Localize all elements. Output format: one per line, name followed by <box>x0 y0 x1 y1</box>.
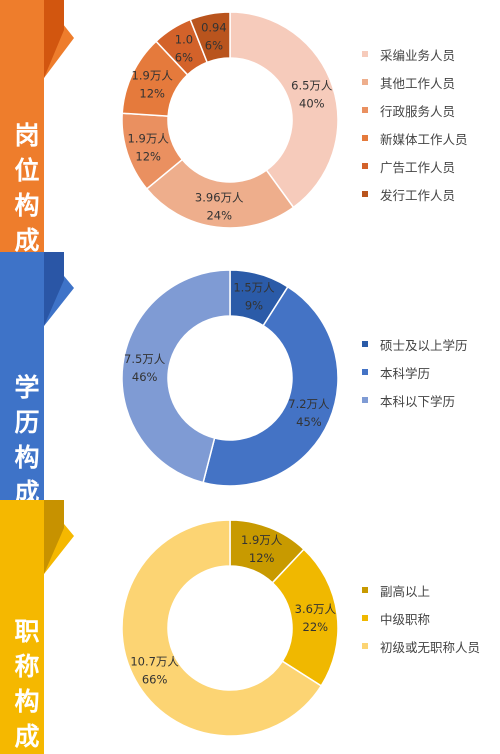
donut-chart-rank: 1.9万人 12% 3.6万人 22% 10.7万人 66% <box>121 519 339 737</box>
legend-label: 采编业务人员 <box>380 47 456 63</box>
legend-label: 副高以上 <box>380 583 431 599</box>
donut-slice <box>229 11 339 209</box>
slice-value-label: 6.5万人 <box>291 78 333 92</box>
slice-value-label: 3.96万人 <box>195 190 244 204</box>
title-char: 学 <box>14 373 40 402</box>
slice-percent-label: 45% <box>296 415 322 429</box>
legend-rank: 副高以上中级职称初级或无职称人员 <box>362 576 480 660</box>
slice-value-label: 1.9万人 <box>128 132 170 146</box>
legend-label: 行政服务人员 <box>380 103 456 119</box>
title-char: 职 <box>14 617 40 646</box>
donut-slice <box>121 269 231 484</box>
legend-item: 中级职称 <box>362 604 480 632</box>
legend-swatch <box>362 397 368 403</box>
section-title-rank: 职 称 构 成 1.9万人 12% 3.6万人 22% 10.7万人 66% 副高以上中级… <box>0 500 500 754</box>
legend-label: 广告工作人员 <box>380 159 456 175</box>
slice-value-label: 0.94 <box>201 21 227 35</box>
title-char: 成 <box>14 722 40 751</box>
legend-position: 采编业务人员 其他工作人员 行政服务人员 新媒体工作人员 广告工作人员 发行工作人员 <box>362 40 468 208</box>
section-band-education <box>0 252 74 500</box>
legend-label: 本科以下学历 <box>380 393 456 409</box>
slice-percent-label: 24% <box>206 208 232 222</box>
legend-label: 本科学历 <box>380 365 431 381</box>
donut-slice <box>189 11 231 64</box>
legend-swatch <box>362 369 368 375</box>
legend-swatch <box>362 587 368 593</box>
title-char: 构 <box>14 687 40 716</box>
legend-swatch <box>362 191 368 197</box>
title-char: 构 <box>14 191 40 220</box>
slice-value-label: 1.5万人 <box>233 280 275 294</box>
donut-chart-position: 6.5万人 40% 3.96万人 24% 1.9万人 12% 1.9万人 12% 1.0 6% 0.… <box>121 11 339 229</box>
slice-value-label: 7.5万人 <box>124 352 166 366</box>
legend-item: 其他工作人员 <box>362 68 468 96</box>
section-position: 岗 位 构 成 6.5万人 40% 3.96万人 24% 1.9万人 12% 1.9万人 12… <box>0 0 500 255</box>
slice-percent-label: 9% <box>245 298 263 312</box>
title-char: 历 <box>14 408 40 437</box>
legend-swatch <box>362 79 368 85</box>
title-char: 构 <box>14 443 40 472</box>
legend-education: 硕士及以上学历 本科学历本科以下学历 <box>362 330 468 414</box>
slice-value-label: 1.9万人 <box>241 533 283 547</box>
legend-swatch <box>362 643 368 649</box>
donut-slice <box>121 519 323 737</box>
slice-value-label: 3.6万人 <box>295 602 337 616</box>
slice-percent-label: 6% <box>205 39 223 53</box>
legend-item: 新媒体工作人员 <box>362 124 468 152</box>
legend-item: 采编业务人员 <box>362 40 468 68</box>
title-char: 称 <box>14 652 40 681</box>
section-title-position: 岗 位 构 成 <box>6 118 48 258</box>
legend-swatch <box>362 341 368 347</box>
slice-percent-label: 6% <box>175 50 193 64</box>
slice-value-label: 7.2万人 <box>288 397 330 411</box>
section-title-rank-label: 职 称 构 成 <box>6 614 48 754</box>
slice-value-label: 1.0 <box>175 32 193 46</box>
legend-label: 其他工作人员 <box>380 75 456 91</box>
legend-swatch <box>362 615 368 621</box>
legend-item: 初级或无职称人员 <box>362 632 480 660</box>
slice-value-label: 10.7万人 <box>130 654 179 668</box>
legend-label: 中级职称 <box>380 611 431 627</box>
legend-item: 副高以上 <box>362 576 480 604</box>
section-education: 学 历 构 成 1.5万人 9% 7.2万人 45% 7.5万人 46% 硕士及以上学历本… <box>0 252 500 507</box>
legend-swatch <box>362 163 368 169</box>
title-char: 成 <box>14 226 40 255</box>
legend-label: 硕士及以上学历 <box>380 337 468 353</box>
donut-slice <box>202 285 339 487</box>
slice-percent-label: 12% <box>135 150 161 164</box>
legend-item: 广告工作人员 <box>362 152 468 180</box>
legend-swatch <box>362 107 368 113</box>
title-char: 岗 <box>14 121 40 150</box>
section-band-position <box>0 0 74 252</box>
title-char: 位 <box>14 156 40 185</box>
legend-label: 发行工作人员 <box>380 187 456 203</box>
slice-percent-label: 12% <box>139 86 165 100</box>
legend-item: 硕士及以上学历 <box>362 330 468 358</box>
slice-percent-label: 46% <box>132 370 158 384</box>
legend-label: 初级或无职称人员 <box>380 639 481 655</box>
section-band-rank <box>0 500 74 754</box>
slice-percent-label: 22% <box>303 620 329 634</box>
slice-percent-label: 66% <box>142 672 168 686</box>
legend-swatch <box>362 51 368 57</box>
section-title-education: 学 历 构 成 <box>6 370 48 510</box>
legend-label: 新媒体工作人员 <box>380 131 468 147</box>
legend-item: 本科以下学历 <box>362 386 468 414</box>
donut-chart-education: 1.5万人 9% 7.2万人 45% 7.5万人 46% <box>121 269 339 487</box>
legend-item: 行政服务人员 <box>362 96 468 124</box>
slice-percent-label: 12% <box>249 551 275 565</box>
slice-percent-label: 40% <box>299 96 325 110</box>
slice-value-label: 1.9万人 <box>132 68 174 82</box>
legend-item: 发行工作人员 <box>362 180 468 208</box>
legend-swatch <box>362 135 368 141</box>
legend-item: 本科学历 <box>362 358 468 386</box>
